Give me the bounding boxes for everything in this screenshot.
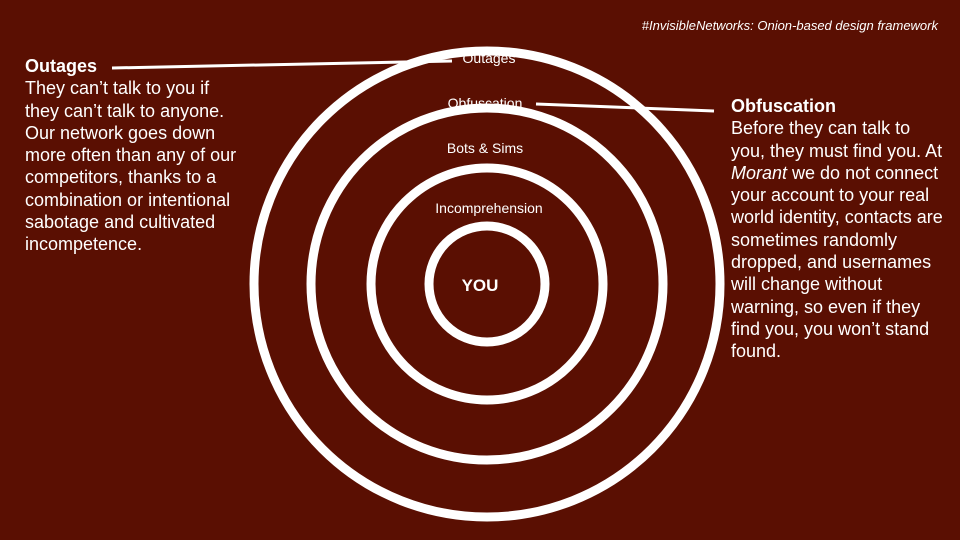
ring-label-outages: Outages [462,50,516,66]
obfuscation-description: Obfuscation Before they can talk to you,… [731,95,943,363]
ring-label-bots-sims: Bots & Sims [446,140,524,156]
header-tag: #InvisibleNetworks: Onion-based design f… [641,18,938,33]
leader-line-obfuscation [535,102,715,113]
ring-label-obfuscation: Obfuscation [447,95,523,111]
outages-description: Outages They can’t talk to you if they c… [25,55,240,256]
ring-you [424,221,550,347]
company-name: Morant [731,162,788,183]
ring-outages [249,46,725,522]
ring-obfuscation [306,103,668,465]
center-label-you: YOU [461,276,499,295]
outages-body: They can’t talk to you if they can’t tal… [25,78,237,255]
obfuscation-body-before: Before they can talk to you, they must f… [731,118,943,161]
leader-line-outages [111,59,453,70]
outages-title: Outages [25,56,98,76]
ring-label-incomprehension: Incomprehension [435,200,543,216]
obfuscation-title: Obfuscation [731,96,837,116]
ring-bots-sims [366,163,608,405]
obfuscation-body-after: we do not connect your account to your r… [731,162,943,362]
